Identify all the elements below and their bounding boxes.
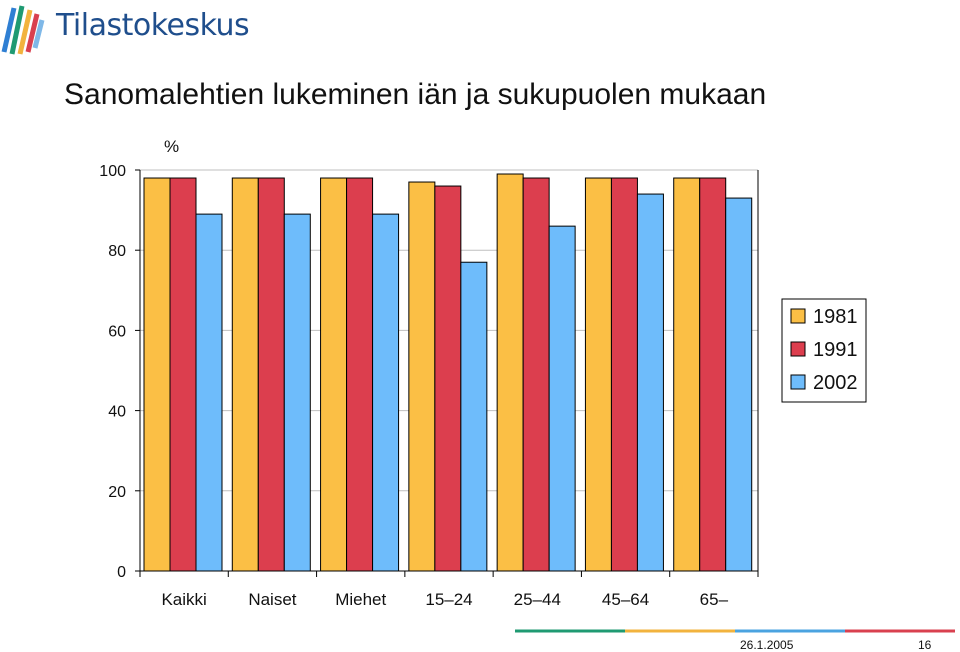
bar-1981-5 bbox=[584, 177, 612, 572]
x-tick-label: 65– bbox=[700, 590, 729, 609]
legend: 1981 1991 2002 bbox=[781, 298, 867, 403]
page-title: Sanomalehtien lukeminen iän ja sukupuole… bbox=[64, 78, 767, 111]
y-tick-label: 0 bbox=[117, 564, 126, 581]
x-tick-label: Miehet bbox=[335, 590, 386, 609]
legend-label: 1991 bbox=[813, 339, 858, 361]
bar-2002-3 bbox=[460, 261, 488, 572]
y-tick-label: 20 bbox=[108, 484, 126, 501]
logo-mark-icon bbox=[1, 5, 45, 55]
bar-1981-0 bbox=[143, 177, 171, 572]
page-number: 16 bbox=[918, 638, 932, 652]
bar-1991-4 bbox=[522, 177, 550, 572]
legend-swatch-1981 bbox=[790, 308, 806, 324]
bar-1991-1 bbox=[257, 177, 285, 572]
bar-2002-6 bbox=[725, 197, 753, 572]
bar-1981-4 bbox=[496, 173, 524, 572]
legend-label: 2002 bbox=[813, 372, 858, 394]
bars bbox=[143, 173, 753, 572]
legend-swatch-2002 bbox=[790, 374, 806, 390]
bar-1991-6 bbox=[699, 177, 727, 572]
x-tick-label: 25–44 bbox=[514, 590, 561, 609]
bar-2002-1 bbox=[283, 213, 311, 572]
bar-2002-4 bbox=[548, 225, 576, 572]
y-tick-label: 80 bbox=[108, 243, 126, 260]
y-axis: 0 20 40 60 80 100 bbox=[99, 163, 759, 581]
bar-2002-5 bbox=[636, 193, 664, 572]
bar-1981-1 bbox=[231, 177, 259, 572]
bar-1991-3 bbox=[434, 185, 462, 572]
bar-1991-2 bbox=[346, 177, 374, 572]
bar-2002-0 bbox=[195, 213, 223, 572]
x-tick-label: 45–64 bbox=[602, 590, 649, 609]
x-tick-label: Naiset bbox=[248, 590, 296, 609]
y-tick-label: 40 bbox=[108, 404, 126, 421]
y-tick-label: 60 bbox=[108, 323, 126, 340]
bar-1991-5 bbox=[610, 177, 638, 572]
bar-2002-2 bbox=[372, 213, 400, 572]
bar-1981-6 bbox=[673, 177, 701, 572]
x-tick-label: Kaikki bbox=[161, 590, 206, 609]
tilastokeskus-logo bbox=[1, 5, 45, 55]
bar-1991-0 bbox=[169, 177, 197, 572]
bar-1981-2 bbox=[320, 177, 348, 572]
footer-date: 26.1.2005 bbox=[740, 638, 794, 652]
x-tick-label: 15–24 bbox=[425, 590, 472, 609]
y-axis-label: % bbox=[164, 137, 179, 156]
legend-swatch-1991 bbox=[790, 341, 806, 357]
y-tick-label: 100 bbox=[99, 163, 126, 180]
bar-1981-3 bbox=[408, 181, 436, 572]
x-axis: Kaikki Naiset Miehet 15–24 25–44 45–64 65– bbox=[139, 570, 759, 609]
logo-text: Tilastokeskus bbox=[56, 8, 250, 43]
legend-label: 1981 bbox=[813, 306, 858, 328]
